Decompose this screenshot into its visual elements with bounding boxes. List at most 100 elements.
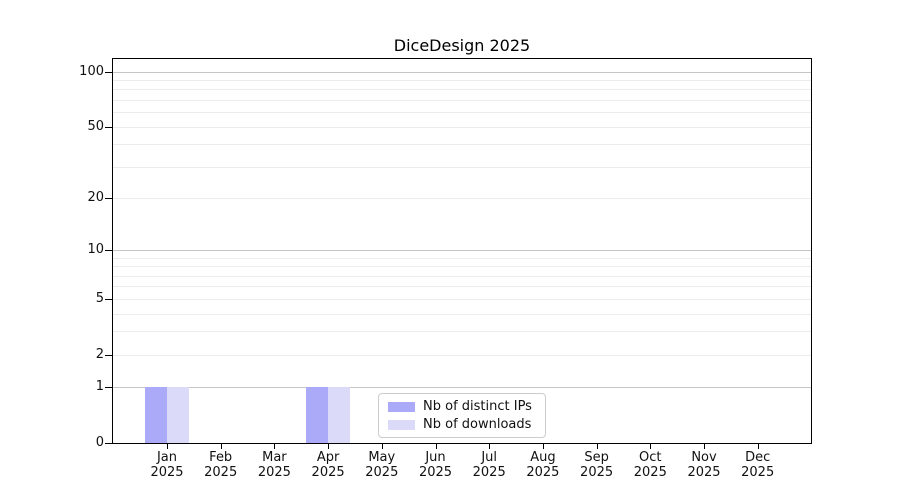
x-tick-apr [328,443,330,449]
bar-nb-of-downloads-apr [328,387,351,443]
gridline-major-10 [113,250,811,251]
x-tick-year: 2025 [526,465,560,480]
gridline-minor-5 [113,298,811,300]
plot-area [112,58,812,444]
x-tick-month: Mar [262,450,287,465]
legend-layer: Nb of distinct IPs Nb of downloads [113,59,811,443]
gridline-minor-2 [113,354,811,356]
y-tick-50 [105,126,112,128]
x-tick-month: May [368,450,396,465]
x-tick-month: Dec [745,450,771,465]
gridline-minor-3 [113,331,811,333]
y-tick-5 [105,298,112,300]
x-tick-month: Nov [691,450,717,465]
bar-nb-of-downloads-jan [167,387,189,443]
x-tick-year: 2025 [633,465,667,480]
x-tick-month: Jan [156,450,178,465]
x-tick-month: Feb [209,450,233,465]
chart-title: DiceDesign 2025 [393,36,531,55]
x-tick-label-nov: Nov 2025 [676,450,732,480]
y-tick-100 [105,71,112,73]
legend-label: Nb of downloads [423,417,532,432]
x-tick-sep [596,443,598,449]
x-tick-nov [704,443,705,449]
y-tick-label-5: 5 [95,290,104,306]
gridline-minor-9 [113,257,811,259]
y-tick-label-50: 50 [87,118,104,134]
gridline-minor-7 [113,275,811,277]
gridline-minor-20 [113,197,811,199]
y-tick-label-20: 20 [87,189,104,205]
y-tick-label-10: 10 [87,242,104,257]
x-tick-year: 2025 [418,465,453,480]
x-tick-oct [650,443,652,449]
x-tick-year: 2025 [150,465,184,480]
x-tick-month: Sep [584,450,609,465]
x-tick-year: 2025 [365,465,399,480]
x-tick-mar [274,443,276,449]
x-tick-year: 2025 [257,465,291,480]
gridline-minor-6 [113,286,811,288]
legend-item: Nb of downloads [388,417,536,432]
x-tick-label-mar: Mar 2025 [246,450,302,480]
x-tick-label-aug: Aug 2025 [515,450,571,480]
y-tick-label-100: 100 [79,63,104,79]
x-tick-label-feb: Feb 2025 [193,450,249,480]
x-tick-month: Oct [639,450,662,465]
gridline-minor-30 [113,166,811,168]
y-tick-label-2: 2 [95,346,104,362]
legend-swatch [388,401,415,412]
x-tick-year: 2025 [741,465,775,480]
legend-item: Nb of distinct IPs [388,399,536,414]
x-tick-month: Aug [530,450,556,465]
x-tick-jul [489,443,491,449]
legend-swatch [388,419,415,430]
x-tick-dec [757,443,759,449]
x-tick-month: Jun [425,450,446,465]
gridline-major-1 [113,387,811,389]
y-tick-label-1: 1 [95,379,104,395]
y-tick-label-0: 0 [95,435,104,450]
x-tick-label-sep: Sep 2025 [569,450,625,480]
y-tick-20 [105,197,112,199]
x-tick-aug [542,443,544,449]
x-tick-year: 2025 [472,465,506,480]
gridline-major-100 [113,71,811,73]
x-tick-month: Apr [316,450,340,465]
gridline-minor-70 [113,99,811,101]
x-tick-feb [220,443,222,449]
x-tick-label-jan: Jan 2025 [139,450,195,480]
x-tick-month: Jul [481,450,498,465]
gridline-minor-80 [113,89,811,91]
x-tick-jun [435,443,437,449]
x-tick-label-jun: Jun 2025 [408,450,464,480]
x-tick-year: 2025 [204,465,238,480]
y-tick-2 [105,354,112,356]
y-tick-1 [105,387,112,389]
x-tick-year: 2025 [687,465,721,480]
legend: Nb of distinct IPs Nb of downloads [378,393,546,438]
y-tick-10 [105,250,112,251]
gridline-minor-4 [113,313,811,315]
legend-label: Nb of distinct IPs [423,399,532,414]
bar-layer [113,59,811,443]
x-tick-label-may: May 2025 [354,450,410,480]
gridline-minor-8 [113,266,811,268]
x-tick-label-oct: Oct 2025 [622,450,678,480]
grid-layer [113,59,811,443]
tick-layer: 100 50 20 10 5 2 1 0 Jan 2025 Feb 2025 Mar 2025 Apr 202… [79,59,811,481]
x-tick-year: 2025 [311,465,345,480]
bar-nb-of-distinct-ips-apr [306,387,329,443]
y-tick-0 [105,443,112,444]
x-tick-may [381,443,383,449]
gridline-minor-50 [113,126,811,128]
x-tick-jan [167,443,168,449]
x-tick-label-apr: Apr 2025 [300,450,356,480]
x-tick-label-jul: Jul 2025 [461,450,517,480]
bar-nb-of-distinct-ips-jan [145,387,167,443]
gridline-minor-90 [113,79,811,81]
x-tick-label-dec: Dec 2025 [730,450,786,480]
gridline-minor-60 [113,112,811,114]
x-tick-year: 2025 [580,465,614,480]
